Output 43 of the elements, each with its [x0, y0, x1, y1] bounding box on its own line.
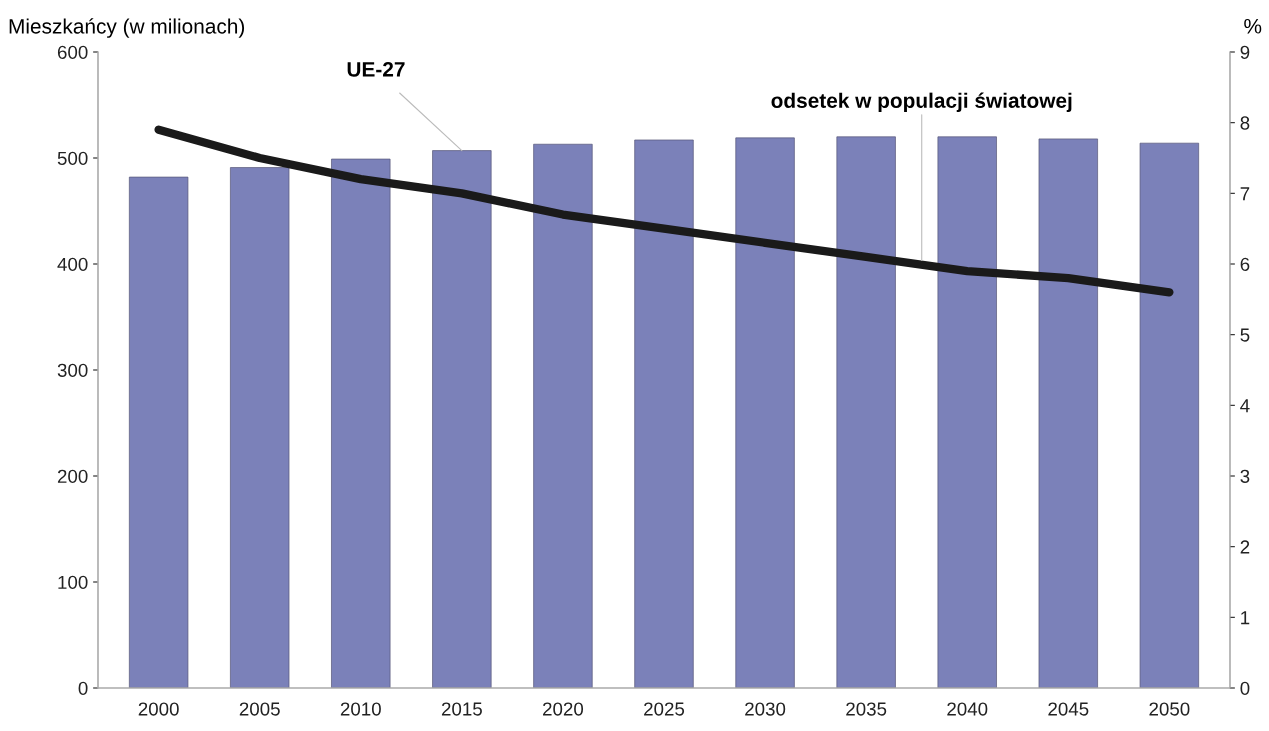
y-tick-label: 300: [57, 363, 88, 377]
y2-tick-label: 3: [1240, 469, 1250, 483]
y2-tick-label: 9: [1240, 45, 1250, 59]
x-tick-label: 2025: [644, 702, 685, 716]
bar: [1038, 138, 1098, 688]
y2-tick-label: 5: [1240, 328, 1250, 342]
bar: [432, 150, 492, 688]
bar: [230, 167, 290, 688]
x-tick-label: 2035: [846, 702, 887, 716]
bar: [937, 136, 997, 688]
x-tick-label: 2015: [441, 702, 482, 716]
x-tick-label: 2005: [239, 702, 280, 716]
text: odsetek w populacji światowej: [771, 92, 1072, 113]
y2-tick-label: 4: [1240, 399, 1250, 413]
x-tick-label: 2040: [947, 702, 988, 716]
bar: [533, 143, 593, 688]
x-tick-label: 2050: [1149, 702, 1190, 716]
y2-tick-label: 2: [1240, 540, 1250, 554]
y-tick-label: 400: [57, 257, 88, 271]
x-tick-label: 2000: [138, 702, 179, 716]
y2-tick-label: 1: [1241, 611, 1250, 625]
bar: [836, 136, 896, 688]
x-tick-label: 2045: [1048, 702, 1089, 716]
y-tick-label: 200: [57, 469, 88, 483]
y2-tick-label: 7: [1240, 187, 1250, 201]
bar: [331, 158, 391, 688]
y2-tick-label: 8: [1240, 116, 1250, 130]
y-axis-title: Mieszkańcy (w milionach): [9, 18, 245, 38]
y2-axis-title: %: [1244, 18, 1262, 34]
bar: [128, 176, 189, 688]
bar: [735, 137, 795, 688]
bar: [634, 139, 694, 688]
text: UE-27: [347, 61, 405, 77]
x-tick-label: 2020: [543, 702, 584, 716]
y2-tick-label: 6: [1240, 257, 1250, 271]
bar: [1139, 142, 1200, 688]
y-tick-label: 500: [57, 151, 88, 165]
y2-tick-label: 0: [1240, 681, 1250, 695]
y-tick-label: 0: [78, 681, 88, 695]
x-tick-label: 2030: [745, 702, 786, 716]
y-tick-label: 600: [57, 45, 88, 59]
x-tick-label: 2010: [340, 702, 381, 716]
y-tick-label: 100: [58, 575, 88, 589]
